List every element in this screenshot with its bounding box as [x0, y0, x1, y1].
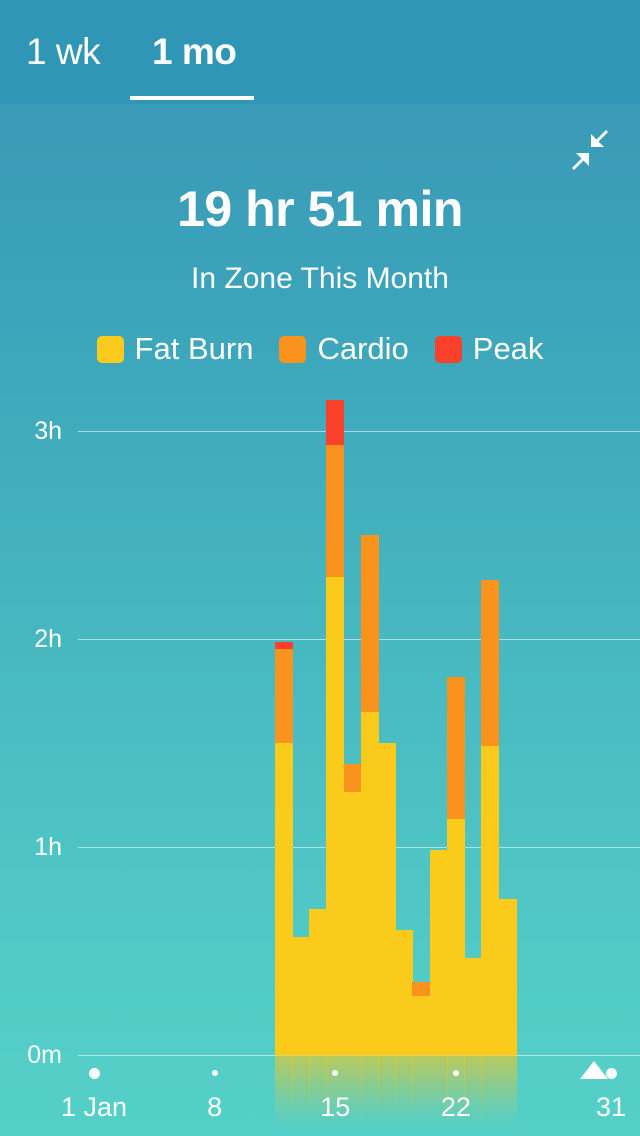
tab-1-week[interactable]: 1 wk [26, 24, 101, 80]
bar-segment-fat-burn [412, 996, 431, 1055]
bar-day-15[interactable] [326, 399, 345, 1055]
zone-minutes-bar-chart: 0m 1h 2h 3h 1 Jan 8 15 22 31 [0, 104, 640, 1136]
fat-burn-swatch-icon [96, 335, 124, 363]
bar-day-23[interactable] [464, 957, 483, 1055]
chart-bars [0, 104, 640, 1136]
period-tab-bar: 1 wk 1 mo [0, 0, 640, 104]
y-axis-label-3h: 3h [34, 417, 62, 445]
collapse-arrows-icon[interactable] [570, 130, 610, 170]
bar-day-18[interactable] [377, 743, 396, 1055]
bar-segment-cardio [446, 677, 465, 820]
bar-segment-cardio [412, 982, 431, 997]
bar-segment-cardio [481, 580, 500, 747]
legend-item-fat-burn: Fat Burn [96, 331, 254, 367]
bar-segment-fat-burn [377, 743, 396, 1055]
bar-segment-fat-burn [464, 957, 483, 1055]
bar-day-21[interactable] [429, 850, 448, 1055]
x-axis-label-8: 8 [207, 1092, 223, 1122]
y-axis-label-1h: 1h [34, 833, 62, 861]
bar-day-16[interactable] [343, 763, 362, 1055]
bar-day-17[interactable] [360, 535, 379, 1055]
bar-tail-day-17 [360, 1055, 379, 1129]
bar-day-20[interactable] [412, 982, 431, 1055]
legend-label-fat-burn: Fat Burn [134, 331, 254, 366]
tab-1-month[interactable]: 1 mo [152, 24, 237, 80]
bar-tail-day-18 [377, 1055, 396, 1129]
y-axis-label-0m: 0m [27, 1041, 62, 1069]
bar-segment-fat-burn [291, 937, 310, 1055]
bar-tail-day-13 [291, 1055, 310, 1129]
bar-segment-fat-burn [274, 743, 293, 1055]
x-axis-dot-31 [605, 1067, 617, 1079]
bar-segment-fat-burn [429, 850, 448, 1055]
legend-label-peak: Peak [472, 331, 544, 366]
y-axis-label-2h: 2h [34, 625, 62, 653]
peak-swatch-icon [434, 335, 462, 363]
bar-tail-day-19 [395, 1055, 414, 1129]
x-axis-dot-1-Jan [88, 1067, 100, 1079]
page-title: 19 hr 51 min [177, 181, 463, 237]
bar-segment-fat-burn [481, 746, 500, 1055]
tab-active-underline [130, 96, 254, 100]
page-subtitle: In Zone This Month [191, 262, 449, 295]
gridline-2h [78, 639, 640, 640]
bar-day-13[interactable] [291, 937, 310, 1055]
x-axis-label-1-Jan: 1 Jan [60, 1092, 128, 1122]
bar-segment-fat-burn [343, 791, 362, 1055]
legend-item-peak: Peak [434, 331, 544, 367]
bar-segment-fat-burn [395, 930, 414, 1055]
bar-day-14[interactable] [309, 909, 328, 1055]
bar-day-19[interactable] [395, 930, 414, 1055]
bar-day-12[interactable] [274, 642, 293, 1055]
x-axis-label-15: 15 [320, 1092, 351, 1122]
bar-segment-fat-burn [360, 711, 379, 1055]
legend-label-cardio: Cardio [317, 331, 409, 366]
bar-segment-fat-burn [498, 899, 517, 1055]
x-axis-label-31: 31 [595, 1092, 627, 1122]
bar-tail-day-24 [481, 1055, 500, 1129]
bar-day-25[interactable] [498, 899, 517, 1055]
bar-day-22[interactable] [446, 677, 465, 1055]
bar-tail-day-25 [498, 1055, 517, 1129]
x-axis-dot-22 [452, 1070, 459, 1076]
bar-segment-fat-burn [309, 909, 328, 1055]
zone-legend: Fat Burn Cardio Peak [0, 331, 640, 367]
bar-segment-fat-burn [446, 819, 465, 1055]
legend-item-cardio: Cardio [279, 331, 409, 367]
bar-segment-cardio [343, 763, 362, 792]
chart-panel: 19 hr 51 min In Zone This Month Fat Burn… [0, 104, 640, 1136]
bar-segment-fat-burn [326, 576, 345, 1055]
x-axis-dot-8 [211, 1070, 218, 1076]
bar-day-24[interactable] [481, 580, 500, 1055]
x-axis-dot-15 [332, 1070, 339, 1076]
cardio-swatch-icon [279, 335, 307, 363]
bar-segment-cardio [274, 649, 293, 743]
today-marker-triangle-icon [579, 1061, 608, 1079]
bar-segment-cardio [360, 535, 379, 712]
bar-segment-cardio [326, 444, 345, 577]
bar-segment-peak [274, 642, 293, 650]
x-axis-label-22: 22 [440, 1092, 471, 1122]
gridline-3h [78, 431, 640, 432]
bar-tail-day-12 [274, 1055, 293, 1129]
bar-segment-peak [326, 399, 345, 445]
bar-tail-day-20 [412, 1055, 431, 1129]
